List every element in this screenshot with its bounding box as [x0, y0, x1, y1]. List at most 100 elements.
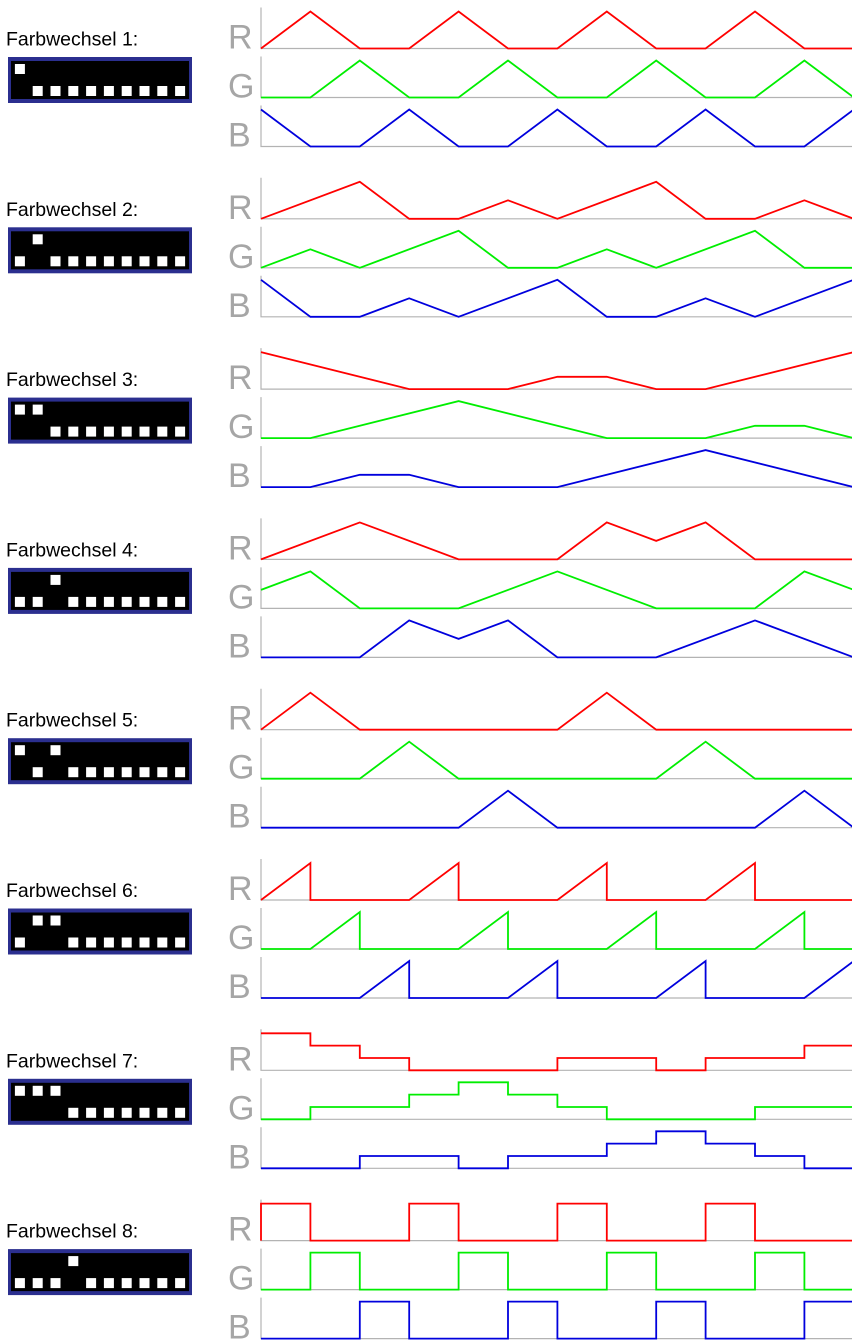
channel-label-r: R — [228, 529, 253, 567]
signal-green — [261, 910, 852, 950]
dip-switch-3-on — [50, 1085, 61, 1096]
dip-switch-8-off — [139, 256, 150, 267]
dip-switch-1-on — [14, 64, 25, 74]
dip-switch-4-off — [68, 937, 79, 948]
dip-switch-7-off — [121, 86, 132, 96]
channel-label-g: G — [228, 1260, 254, 1298]
dip-switch-8-off — [139, 1107, 150, 1118]
signal-blue — [261, 1130, 852, 1170]
dip-switch-4-off — [68, 256, 79, 267]
dip-switch-2-off — [32, 596, 43, 607]
channel-axis-r — [260, 7, 852, 50]
channel-label-b: B — [228, 1309, 251, 1340]
dip-switch-8-off — [139, 86, 150, 96]
channel-axis-r — [260, 348, 852, 390]
dip-switch-2-on — [32, 404, 43, 415]
dip-switch-1-off — [14, 596, 25, 607]
program-8: Farbwechsel 8: RGB — [6, 1199, 852, 1340]
dip-switch-9-off — [157, 86, 168, 96]
dip-switch-6-off — [103, 596, 114, 607]
dip-switch-2-on — [32, 234, 43, 245]
signal-red — [260, 1202, 852, 1242]
dip-switch-6-off — [103, 86, 114, 96]
dip-switch-7-off — [121, 1278, 132, 1289]
channel-label-r: R — [228, 870, 253, 908]
channel-axis-b — [260, 275, 852, 318]
dip-switch-10-off — [175, 426, 186, 437]
dip-switch-10-off — [175, 86, 186, 96]
dip-switch-7-off — [121, 596, 132, 607]
channel-label-r: R — [228, 700, 253, 738]
dip-switch-5-off — [86, 426, 97, 437]
dip-switch-10-off — [175, 767, 186, 778]
signal-blue — [260, 108, 852, 148]
program-label: Farbwechsel 2: — [6, 199, 138, 221]
dip-switch-3-on — [50, 915, 61, 926]
dip-switch-1-on — [14, 745, 25, 756]
channel-axis-r — [260, 688, 852, 731]
channel-label-r: R — [228, 1040, 253, 1078]
dip-switch-icon — [8, 57, 192, 103]
dip-switch-2-on — [32, 915, 43, 926]
channel-label-r: R — [228, 359, 253, 397]
channel-label-r: R — [228, 1211, 253, 1249]
channel-label-g: G — [228, 1089, 254, 1127]
channel-label-b: B — [228, 287, 251, 325]
dip-switch-icon — [8, 227, 192, 274]
signal-green — [261, 400, 852, 440]
signal-red — [260, 861, 852, 901]
dip-switch-10-off — [175, 256, 186, 267]
program-1: Farbwechsel 1: RGB — [6, 7, 852, 155]
channel-label-g: G — [228, 238, 254, 276]
dip-switch-8-off — [139, 596, 150, 607]
channel-label-g: G — [228, 408, 254, 446]
channel-label-b: B — [228, 798, 251, 836]
program-6: Farbwechsel 6: RGB — [6, 859, 852, 1006]
dip-switch-icon — [8, 908, 192, 955]
program-2: Farbwechsel 2: RGB — [6, 177, 852, 325]
dip-switch-6-off — [103, 426, 114, 437]
dip-switch-1-on — [14, 404, 25, 415]
dip-switch-2-off — [32, 86, 43, 96]
dip-switch-9-off — [157, 1278, 168, 1289]
program-label: Farbwechsel 5: — [6, 710, 138, 732]
dip-switch-5-off — [86, 256, 97, 267]
signal-red — [260, 180, 852, 220]
dip-switch-7-off — [121, 256, 132, 267]
signal-blue — [261, 959, 852, 999]
program-label: Farbwechsel 6: — [6, 880, 138, 902]
program-3: Farbwechsel 3: RGB — [6, 348, 852, 495]
dip-switch-9-off — [157, 1107, 168, 1118]
program-label: Farbwechsel 7: — [6, 1050, 138, 1072]
program-5: Farbwechsel 5: RGB — [6, 688, 852, 836]
dip-switch-6-off — [103, 1278, 114, 1289]
dip-switch-2-off — [32, 1278, 43, 1289]
channel-label-r: R — [228, 19, 253, 57]
dip-switch-9-off — [157, 767, 168, 778]
dip-switch-4-off — [68, 426, 79, 437]
dip-switch-8-off — [139, 937, 150, 948]
program-label: Farbwechsel 3: — [6, 369, 138, 391]
signal-green — [260, 229, 852, 269]
dip-switch-7-off — [121, 426, 132, 437]
dip-switch-2-on — [32, 1085, 43, 1096]
channel-axis-r — [260, 859, 852, 901]
dip-switch-3-off — [50, 1278, 61, 1289]
dip-switch-6-off — [103, 256, 114, 267]
program-7: Farbwechsel 7: RGB — [6, 1029, 852, 1176]
signal-red — [260, 351, 852, 391]
signal-blue — [261, 619, 852, 659]
program-label: Farbwechsel 4: — [6, 539, 138, 561]
dip-switch-9-off — [157, 596, 168, 607]
dip-switch-3-off — [50, 426, 61, 437]
dip-switch-3-off — [50, 256, 61, 267]
channel-axis-r — [260, 1029, 852, 1071]
channel-axis-r — [260, 177, 852, 220]
program-label: Farbwechsel 8: — [6, 1221, 138, 1243]
dip-switch-8-off — [139, 1278, 150, 1289]
dip-switch-6-off — [103, 767, 114, 778]
dip-switch-5-off — [86, 1107, 97, 1118]
signal-red — [260, 691, 852, 731]
channel-label-b: B — [228, 457, 251, 495]
